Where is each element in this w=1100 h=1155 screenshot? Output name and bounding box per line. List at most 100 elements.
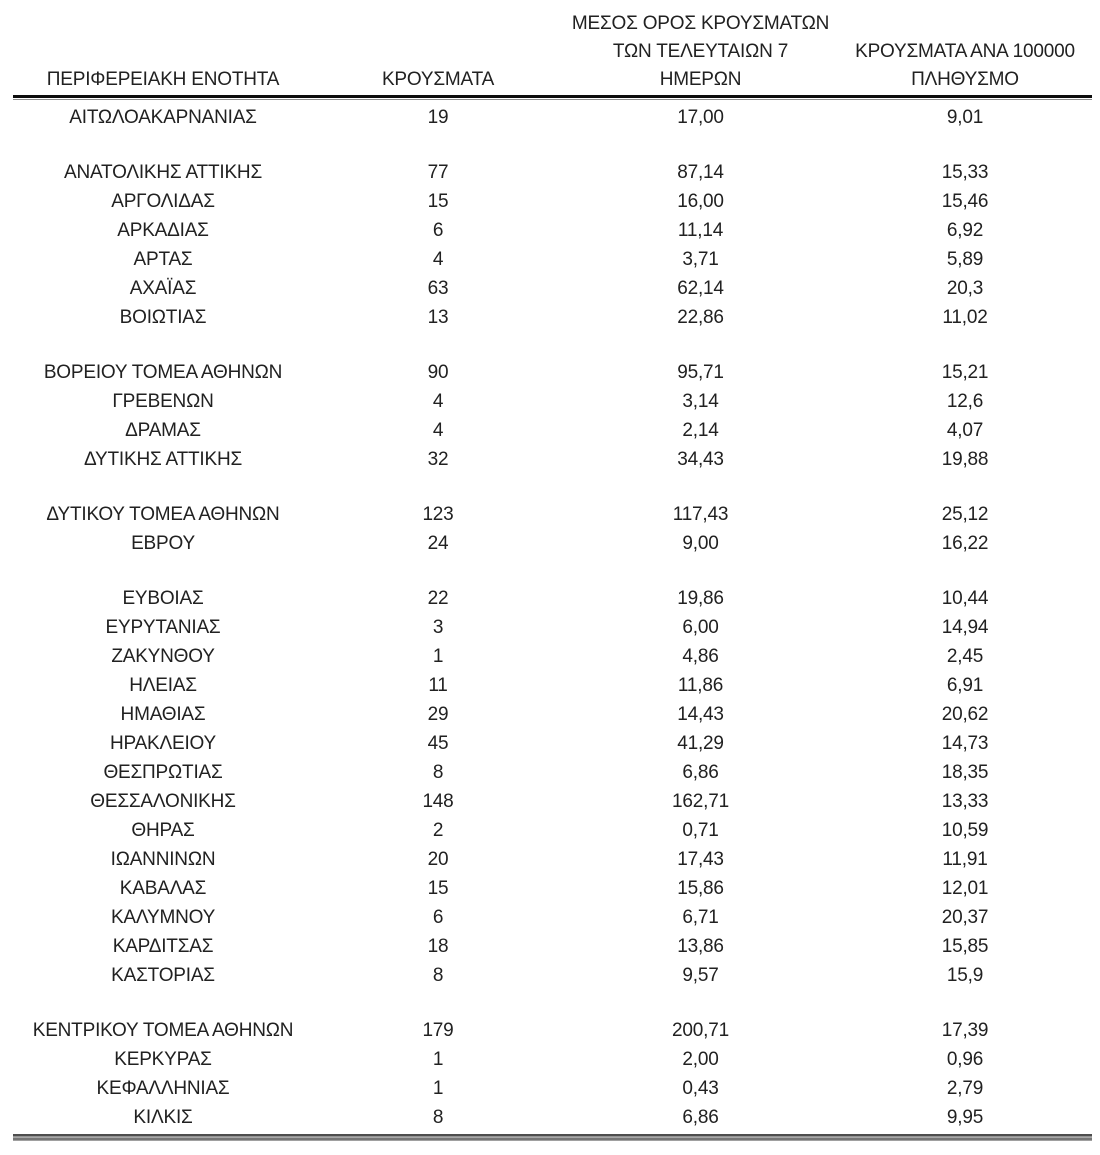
per100k-cell: 11,02 (942, 307, 988, 328)
cases-cell: 4 (432, 420, 444, 441)
avg7-cell: 19,86 (677, 588, 724, 609)
region-cell: ΓΡΕΒΕΝΩΝ (112, 391, 214, 412)
per100k-cell: 15,85 (941, 936, 989, 957)
region-cell: ΕΒΡΟΥ (131, 533, 195, 554)
avg7-cell: 3,71 (682, 249, 719, 270)
avg7-cell: 9,00 (682, 533, 719, 554)
table-row: ΑΙΤΩΛΟΑΚΑΡΝΑΝΙΑΣ 19 17,00 9,01 (13, 103, 1092, 132)
avg7-cell: 17,43 (677, 849, 724, 870)
region-cell: ΕΥΡΥΤΑΝΙΑΣ (105, 617, 221, 638)
table-row: ΓΡΕΒΕΝΩΝ 4 3,14 12,6 (13, 387, 1092, 416)
avg7-cell: 200,71 (672, 1020, 729, 1041)
table-row: ΘΕΣΣΑΛΟΝΙΚΗΣ 148 162,71 13,33 (13, 787, 1092, 816)
per100k-cell: 18,35 (941, 762, 989, 783)
cases-cell: 8 (432, 762, 444, 783)
per100k-cell: 20,3 (946, 278, 984, 299)
bottom-divider-rule (13, 1134, 1092, 1141)
table-row: ΚΑΣΤΟΡΙΑΣ 8 9,57 15,9 (13, 961, 1092, 990)
table-row: ΚΑΛΥΜΝΟΥ 6 6,71 20,37 (13, 903, 1092, 932)
avg7-cell: 14,43 (677, 704, 724, 725)
per100k-cell: 6,92 (946, 220, 984, 241)
per100k-cell: 15,46 (941, 191, 989, 212)
column-header-cases: ΚΡΟΥΣΜΑΤΑ (313, 66, 563, 94)
avg7-cell: 6,86 (682, 762, 719, 783)
cases-cell: 4 (432, 391, 444, 412)
cases-cell: 29 (427, 704, 449, 725)
cases-cell: 19 (427, 107, 449, 128)
cases-cell: 77 (427, 162, 449, 183)
column-header-region: ΠΕΡΙΦΕΡΕΙΑΚΗ ΕΝΟΤΗΤΑ (13, 66, 313, 94)
region-cell: ΔΡΑΜΑΣ (125, 420, 201, 441)
cases-cell: 1 (432, 1049, 444, 1070)
cases-cell: 32 (427, 449, 449, 470)
region-cell: ΘΕΣΠΡΩΤΙΑΣ (103, 762, 223, 783)
avg7-cell: 17,00 (677, 107, 724, 128)
region-cell: ΚΑΡΔΙΤΣΑΣ (112, 936, 214, 957)
table-row: ΕΥΒΟΙΑΣ 22 19,86 10,44 (13, 584, 1092, 613)
cases-cell: 179 (422, 1020, 454, 1041)
region-cell: ΔΥΤΙΚΟΥ ΤΟΜΕΑ ΑΘΗΝΩΝ (46, 504, 280, 525)
table-row: ΖΑΚΥΝΘΟΥ 1 4,86 2,45 (13, 642, 1092, 671)
avg7-cell: 2,00 (682, 1049, 719, 1070)
region-cell: ΚΑΒΑΛΑΣ (119, 878, 207, 899)
avg7-cell: 6,71 (682, 907, 719, 928)
region-cell: ΑΡΚΑΔΙΑΣ (117, 220, 209, 241)
per100k-cell: 12,6 (946, 391, 984, 412)
per100k-cell: 0,96 (946, 1049, 984, 1070)
table-row: ΚΕΦΑΛΛΗΝΙΑΣ 1 0,43 2,79 (13, 1074, 1092, 1103)
column-header-per100k: ΚΡΟΥΣΜΑΤΑ ΑΝΑ 100000 ΠΛΗΘΥΣΜΟ (838, 38, 1092, 94)
group-gap (13, 474, 1092, 500)
avg7-cell: 62,14 (677, 278, 724, 299)
table-row: ΘΗΡΑΣ 2 0,71 10,59 (13, 816, 1092, 845)
column-header-avg7-line1: ΜΕΣΟΣ ΟΡΟΣ ΚΡΟΥΣΜΑΤΩΝ (571, 13, 830, 34)
cases-cell: 15 (427, 191, 449, 212)
cases-cell: 22 (427, 588, 449, 609)
per100k-cell: 15,9 (946, 965, 984, 986)
cases-cell: 20 (427, 849, 449, 870)
column-header-per100k-line1: ΚΡΟΥΣΜΑΤΑ ΑΝΑ 100000 (855, 41, 1075, 62)
avg7-cell: 11,86 (677, 675, 724, 696)
column-header-avg7-line3: ΗΜΕΡΩΝ (659, 69, 742, 90)
avg7-cell: 22,86 (677, 307, 724, 328)
cases-cell: 1 (432, 646, 444, 667)
region-cell: ΑΡΤΑΣ (133, 249, 193, 270)
table-row: ΚΑΡΔΙΤΣΑΣ 18 13,86 15,85 (13, 932, 1092, 961)
cases-cell: 8 (432, 965, 444, 986)
regional-cases-table: ΠΕΡΙΦΕΡΕΙΑΚΗ ΕΝΟΤΗΤΑ ΚΡΟΥΣΜΑΤΑ ΜΕΣΟΣ ΟΡΟ… (13, 10, 1092, 1141)
avg7-cell: 117,43 (672, 504, 729, 525)
cases-cell: 2 (432, 820, 444, 841)
avg7-cell: 95,71 (677, 362, 724, 383)
cases-cell: 6 (432, 220, 444, 241)
table-row: ΕΥΡΥΤΑΝΙΑΣ 3 6,00 14,94 (13, 613, 1092, 642)
cases-cell: 3 (432, 617, 444, 638)
table-row: ΔΡΑΜΑΣ 4 2,14 4,07 (13, 416, 1092, 445)
region-cell: ΑΧΑΪΑΣ (129, 278, 197, 299)
cases-cell: 15 (427, 878, 449, 899)
avg7-cell: 11,14 (677, 220, 724, 241)
per100k-cell: 12,01 (941, 878, 989, 899)
per100k-cell: 13,33 (941, 791, 989, 812)
avg7-cell: 16,00 (677, 191, 724, 212)
table-row: ΔΥΤΙΚΗΣ ΑΤΤΙΚΗΣ 32 34,43 19,88 (13, 445, 1092, 474)
table-row: ΑΡΚΑΔΙΑΣ 6 11,14 6,92 (13, 216, 1092, 245)
region-cell: ΚΑΛΥΜΝΟΥ (110, 907, 216, 928)
per100k-cell: 20,62 (941, 704, 989, 725)
avg7-cell: 41,29 (677, 733, 724, 754)
column-header-region-label: ΠΕΡΙΦΕΡΕΙΑΚΗ ΕΝΟΤΗΤΑ (46, 69, 280, 90)
table-row: ΙΩΑΝΝΙΝΩΝ 20 17,43 11,91 (13, 845, 1092, 874)
region-cell: ΒΟΙΩΤΙΑΣ (119, 307, 207, 328)
per100k-cell: 9,01 (946, 107, 984, 128)
region-cell: ΒΟΡΕΙΟΥ ΤΟΜΕΑ ΑΘΗΝΩΝ (43, 362, 283, 383)
table-row: ΚΑΒΑΛΑΣ 15 15,86 12,01 (13, 874, 1092, 903)
region-cell: ΑΝΑΤΟΛΙΚΗΣ ΑΤΤΙΚΗΣ (64, 162, 262, 183)
table-row: ΑΡΓΟΛΙΔΑΣ 15 16,00 15,46 (13, 187, 1092, 216)
per100k-cell: 14,94 (941, 617, 989, 638)
region-cell: ΑΡΓΟΛΙΔΑΣ (111, 191, 215, 212)
cases-cell: 90 (427, 362, 449, 383)
table-header-row: ΠΕΡΙΦΕΡΕΙΑΚΗ ΕΝΟΤΗΤΑ ΚΡΟΥΣΜΑΤΑ ΜΕΣΟΣ ΟΡΟ… (13, 10, 1092, 94)
column-header-avg7-line2: ΤΩΝ ΤΕΛΕΥΤΑΙΩΝ 7 (612, 41, 789, 62)
region-cell: ΗΡΑΚΛΕΙΟΥ (109, 733, 216, 754)
region-cell: ΚΙΛΚΙΣ (133, 1107, 193, 1128)
table-row: ΒΟΙΩΤΙΑΣ 13 22,86 11,02 (13, 303, 1092, 332)
